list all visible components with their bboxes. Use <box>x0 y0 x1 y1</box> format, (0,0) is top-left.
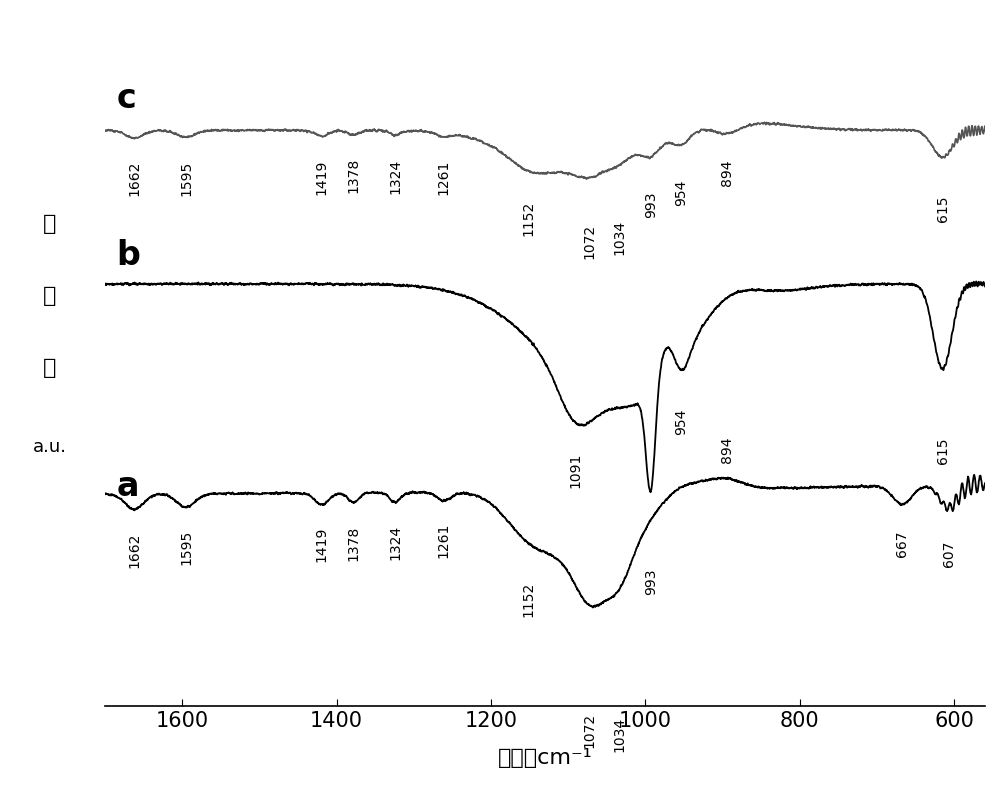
Text: 1261: 1261 <box>437 523 451 558</box>
Text: 615: 615 <box>936 438 950 464</box>
Text: 1152: 1152 <box>521 201 535 237</box>
Text: 954: 954 <box>674 180 688 206</box>
Text: 615: 615 <box>936 195 950 221</box>
Text: 894: 894 <box>720 436 734 463</box>
Text: 1152: 1152 <box>521 582 535 618</box>
Text: 954: 954 <box>674 408 688 435</box>
Text: 1419: 1419 <box>315 159 329 195</box>
Text: 1034: 1034 <box>612 220 626 255</box>
Text: 993: 993 <box>644 569 658 595</box>
Text: 1595: 1595 <box>179 530 193 565</box>
Text: 1662: 1662 <box>127 161 141 197</box>
Text: 607: 607 <box>942 541 956 567</box>
Text: b: b <box>117 240 140 272</box>
Text: 1378: 1378 <box>347 158 361 193</box>
Text: 1034: 1034 <box>612 718 626 753</box>
Text: a: a <box>117 470 139 503</box>
Text: 度: 度 <box>43 357 57 378</box>
Text: 993: 993 <box>644 192 658 218</box>
Text: 1091: 1091 <box>568 452 582 487</box>
Text: 1261: 1261 <box>437 160 451 196</box>
X-axis label: 波长，cm⁻¹: 波长，cm⁻¹ <box>498 748 592 768</box>
Text: 667: 667 <box>895 531 909 558</box>
Text: 透: 透 <box>43 213 57 234</box>
Text: 1419: 1419 <box>315 527 329 562</box>
Text: 1662: 1662 <box>127 533 141 568</box>
Text: a.u.: a.u. <box>33 439 67 456</box>
Text: 1072: 1072 <box>583 714 597 748</box>
Text: 1378: 1378 <box>347 525 361 561</box>
Text: 1324: 1324 <box>388 525 402 560</box>
Text: 1595: 1595 <box>179 161 193 196</box>
Text: 894: 894 <box>720 160 734 186</box>
Text: 1324: 1324 <box>388 159 402 194</box>
Text: c: c <box>117 81 136 115</box>
Text: 射: 射 <box>43 285 57 306</box>
Text: 1072: 1072 <box>583 224 597 259</box>
